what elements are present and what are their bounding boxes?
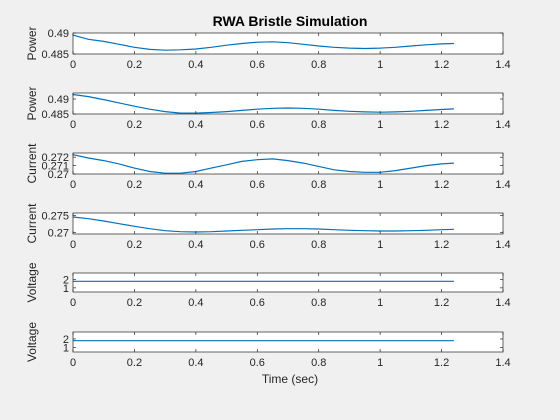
y-tick-label: 0.485	[41, 49, 69, 61]
figure-title: RWA Bristle Simulation	[213, 13, 368, 29]
x-tick-label: 0.6	[250, 239, 265, 251]
x-tick-label: 0.6	[250, 297, 265, 309]
x-tick-label: 1.2	[434, 239, 449, 251]
x-tick-label: 1.4	[495, 179, 510, 191]
x-tick-label: 0.4	[188, 59, 203, 71]
y-tick-label: 1	[63, 283, 69, 295]
y-axis-label: Power	[25, 26, 39, 60]
y-tick-label: 2	[63, 275, 69, 287]
y-tick-label: 0.271	[41, 161, 69, 173]
x-tick-label: 1.2	[434, 59, 449, 71]
series-line-1	[72, 216, 454, 233]
x-tick-label: 0.8	[311, 239, 326, 251]
x-tick-label: 1.4	[495, 239, 510, 251]
x-tick-label: 1.4	[495, 357, 510, 369]
axes-box	[72, 212, 504, 235]
x-tick-label: 0.4	[188, 179, 203, 191]
axes-box	[72, 92, 504, 115]
x-tick-label: 0.8	[311, 119, 326, 131]
y-axis-label: Voltage	[25, 262, 39, 302]
x-tick-label: 0.2	[127, 239, 142, 251]
axes-3: 0 0.2 0.4 0.6 0.8 1 1.2 1.4 0.270.2710.272Curren…	[25, 143, 511, 191]
x-tick-label: 1.2	[434, 179, 449, 191]
x-tick-label: 0.2	[127, 357, 142, 369]
y-axis-label: Current	[25, 143, 39, 184]
series-line-1	[72, 154, 454, 174]
x-tick-label: 0.4	[188, 357, 203, 369]
y-tick-label: 2	[63, 334, 69, 346]
x-tick-label: 0.8	[311, 59, 326, 71]
x-tick-label: 0.8	[311, 297, 326, 309]
x-tick-label: 1	[377, 297, 383, 309]
axes-1: 0 0.2 0.4 0.6 0.8 1 1.2 1.4 0.485 0.49 Power	[25, 26, 511, 71]
x-tick-label: 1	[377, 179, 383, 191]
series-line-1	[72, 93, 454, 114]
x-tick-label: 1	[377, 119, 383, 131]
axes-box	[72, 152, 504, 175]
y-tick-label: 0.27	[48, 169, 69, 181]
axes-layer: 0 0.2 0.4 0.6 0.8 1 1.2 1.4 0.485 0.49 Power 0 0.2 0.…	[25, 26, 511, 369]
y-tick-label: 0.49	[48, 94, 69, 106]
x-tick-label: 0.6	[250, 357, 265, 369]
x-tick-label: 0.8	[311, 179, 326, 191]
y-axis-label: Power	[25, 86, 39, 120]
x-tick-label: 1.2	[434, 357, 449, 369]
x-tick-label: 0.2	[127, 119, 142, 131]
y-tick-label: 0.485	[41, 109, 69, 121]
x-tick-label: 0.2	[127, 297, 142, 309]
axes-box	[72, 32, 504, 55]
x-tick-label: 0.2	[127, 179, 142, 191]
x-tick-label: 1.4	[495, 59, 510, 71]
plot-area	[73, 153, 503, 174]
x-tick-label: 0	[70, 119, 76, 131]
x-tick-label: 1	[377, 59, 383, 71]
plot-area	[73, 33, 503, 54]
x-tick-label: 1	[377, 239, 383, 251]
x-tick-label: 0.4	[188, 119, 203, 131]
x-tick-label: 1.4	[495, 297, 510, 309]
y-axis-label: Current	[25, 203, 39, 244]
x-tick-label: 1.4	[495, 119, 510, 131]
x-tick-label: 0.4	[188, 297, 203, 309]
x-tick-label: 0	[70, 239, 76, 251]
x-tick-label: 0.6	[250, 179, 265, 191]
axes-box	[72, 331, 504, 353]
x-tick-label: 1.2	[434, 297, 449, 309]
y-tick-label: 0.272	[41, 152, 69, 164]
plot-area	[73, 213, 503, 234]
axes-2: 0 0.2 0.4 0.6 0.8 1 1.2 1.4 0.485 0.49 Power	[25, 86, 511, 131]
x-tick-label: 0.6	[250, 119, 265, 131]
series-line-1	[72, 34, 454, 51]
x-tick-label: 0.2	[127, 59, 142, 71]
y-axis-label: Voltage	[25, 322, 39, 362]
x-tick-label: 0	[70, 357, 76, 369]
x-tick-label: 0	[70, 59, 76, 71]
x-tick-label: 0	[70, 179, 76, 191]
x-tick-label: 0.4	[188, 239, 203, 251]
x-tick-label: 0.8	[311, 357, 326, 369]
plot-area	[73, 332, 503, 352]
plot-area	[73, 93, 503, 114]
axes-box	[72, 272, 504, 293]
y-tick-label: 0.27	[48, 227, 69, 239]
x-tick-label: 1.2	[434, 119, 449, 131]
y-tick-label: 0.275	[41, 211, 69, 223]
plot-area	[73, 273, 503, 292]
x-axis-label: Time (sec)	[262, 372, 318, 386]
y-tick-label: 1	[63, 343, 69, 355]
x-tick-label: 1	[377, 357, 383, 369]
x-tick-label: 0	[70, 297, 76, 309]
y-tick-label: 0.49	[48, 28, 69, 40]
x-tick-label: 0.6	[250, 59, 265, 71]
